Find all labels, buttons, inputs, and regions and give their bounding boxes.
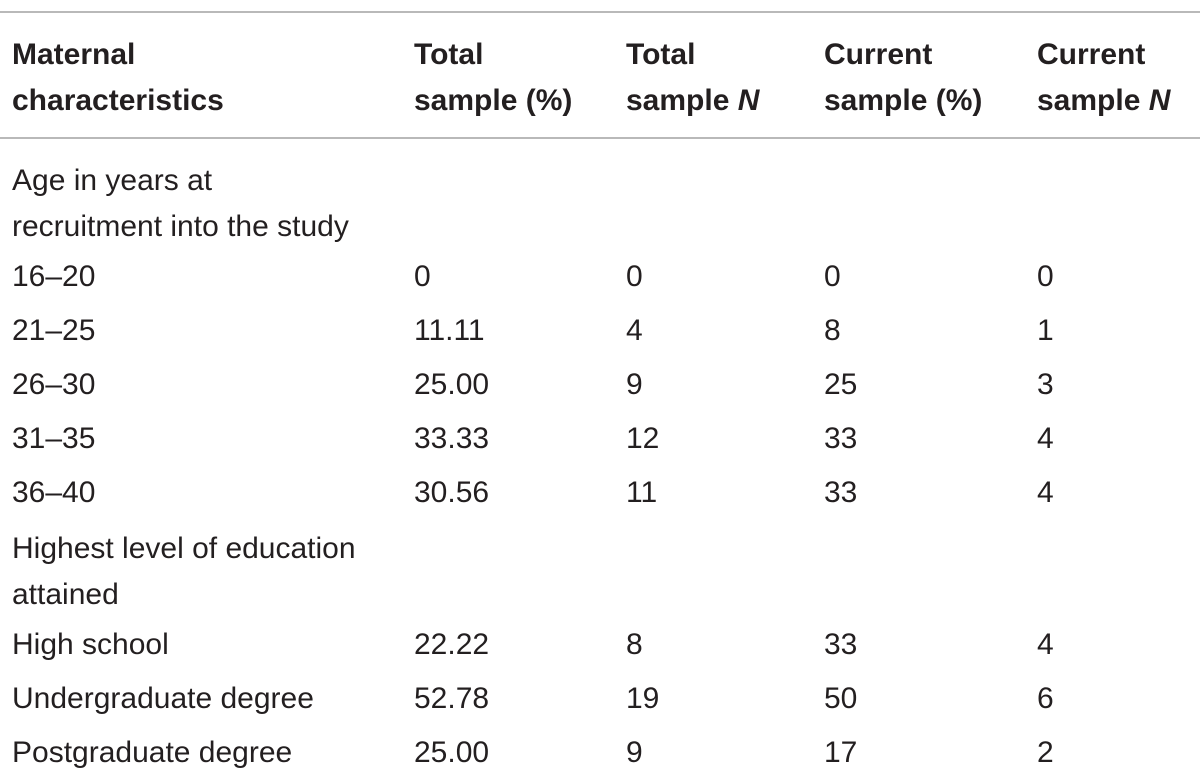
row-label: Undergraduate degree	[12, 682, 314, 715]
current-sample-n-cell: 4	[1037, 476, 1054, 509]
total-sample-n-cell: 9	[626, 736, 643, 769]
current-sample-n-cell: 1	[1037, 314, 1054, 347]
current-sample-percent-cell: 33	[824, 628, 858, 661]
header-total-sample-percent: Total sample (%)	[414, 32, 572, 124]
current-sample-n-cell: 6	[1037, 682, 1054, 715]
total-sample-percent-cell: 33.33	[414, 422, 490, 455]
current-sample-percent-cell: 25	[824, 368, 858, 401]
header-text: sample	[1037, 84, 1149, 117]
total-sample-n-cell: 8	[626, 628, 643, 661]
section-header-education: Highest level of education attained	[0, 522, 1200, 614]
current-sample-n-cell: 0	[1037, 260, 1054, 293]
table-row: 26–30 25.00 9 25 3	[0, 358, 1200, 412]
header-line: sample N	[1037, 78, 1170, 124]
header-line: Total	[626, 38, 696, 71]
row-label: 16–20	[12, 260, 96, 293]
total-sample-percent-cell: 52.78	[414, 682, 490, 715]
total-sample-percent-cell: 25.00	[414, 736, 490, 769]
header-text: sample	[626, 84, 738, 117]
header-current-sample-n: Current sample N	[1037, 32, 1170, 124]
current-sample-percent-cell: 17	[824, 736, 858, 769]
table-row: High school 22.22 8 33 4	[0, 618, 1200, 672]
table-row: 16–20 0 0 0 0	[0, 250, 1200, 304]
header-line: characteristics	[12, 84, 224, 117]
table-header-rule	[0, 137, 1200, 139]
total-sample-n-cell: 12	[626, 422, 660, 455]
total-sample-percent-cell: 25.00	[414, 368, 490, 401]
header-current-sample-percent: Current sample (%)	[824, 32, 982, 124]
current-sample-percent-cell: 0	[824, 260, 841, 293]
total-sample-percent-cell: 11.11	[414, 314, 485, 347]
header-italic-n: N	[737, 84, 760, 117]
current-sample-n-cell: 4	[1037, 628, 1054, 661]
header-line: Current	[1037, 38, 1146, 71]
table-row: Undergraduate degree 52.78 19 50 6	[0, 672, 1200, 726]
row-label: 36–40	[12, 476, 96, 509]
total-sample-n-cell: 4	[626, 314, 643, 347]
total-sample-percent-cell: 22.22	[414, 628, 490, 661]
header-total-sample-n: Total sample N	[626, 32, 759, 124]
total-sample-n-cell: 11	[626, 476, 658, 509]
row-label: Postgraduate degree	[12, 736, 293, 769]
header-italic-n: N	[1148, 84, 1171, 117]
current-sample-percent-cell: 50	[824, 682, 858, 715]
total-sample-percent-cell: 0	[414, 260, 431, 293]
section-title: Highest level of education attained	[12, 526, 356, 618]
current-sample-percent-cell: 33	[824, 422, 858, 455]
header-line: Total	[414, 38, 484, 71]
section-header-age: Age in years at recruitment into the stu…	[0, 154, 1200, 246]
table-row: 31–35 33.33 12 33 4	[0, 412, 1200, 466]
section-title-line: recruitment into the study	[12, 210, 349, 243]
table-row: 21–25 11.11 4 8 1	[0, 304, 1200, 358]
total-sample-n-cell: 0	[626, 260, 643, 293]
current-sample-percent-cell: 8	[824, 314, 841, 347]
row-label: 26–30	[12, 368, 96, 401]
current-sample-n-cell: 2	[1037, 736, 1054, 769]
header-maternal-characteristics: Maternal characteristics	[12, 32, 224, 124]
header-line: sample (%)	[824, 84, 983, 117]
total-sample-n-cell: 9	[626, 368, 643, 401]
total-sample-percent-cell: 30.56	[414, 476, 490, 509]
table-row: 36–40 30.56 11 33 4	[0, 466, 1200, 520]
header-line: Maternal	[12, 38, 136, 71]
table-top-rule	[0, 11, 1200, 13]
section-title: Age in years at recruitment into the stu…	[12, 158, 349, 250]
row-label: 21–25	[12, 314, 96, 347]
section-title-line: attained	[12, 578, 119, 611]
header-line: sample (%)	[414, 84, 573, 117]
table-header-row: Maternal characteristics Total sample (%…	[0, 32, 1200, 128]
section-title-line: Highest level of education	[12, 532, 356, 565]
row-label: 31–35	[12, 422, 96, 455]
table-row: Postgraduate degree 25.00 9 17 2	[0, 726, 1200, 780]
total-sample-n-cell: 19	[626, 682, 660, 715]
header-line: sample N	[626, 78, 759, 124]
section-title-line: Age in years at	[12, 164, 213, 197]
header-line: Current	[824, 38, 933, 71]
current-sample-n-cell: 3	[1037, 368, 1054, 401]
row-label: High school	[12, 628, 169, 661]
current-sample-percent-cell: 33	[824, 476, 858, 509]
current-sample-n-cell: 4	[1037, 422, 1054, 455]
